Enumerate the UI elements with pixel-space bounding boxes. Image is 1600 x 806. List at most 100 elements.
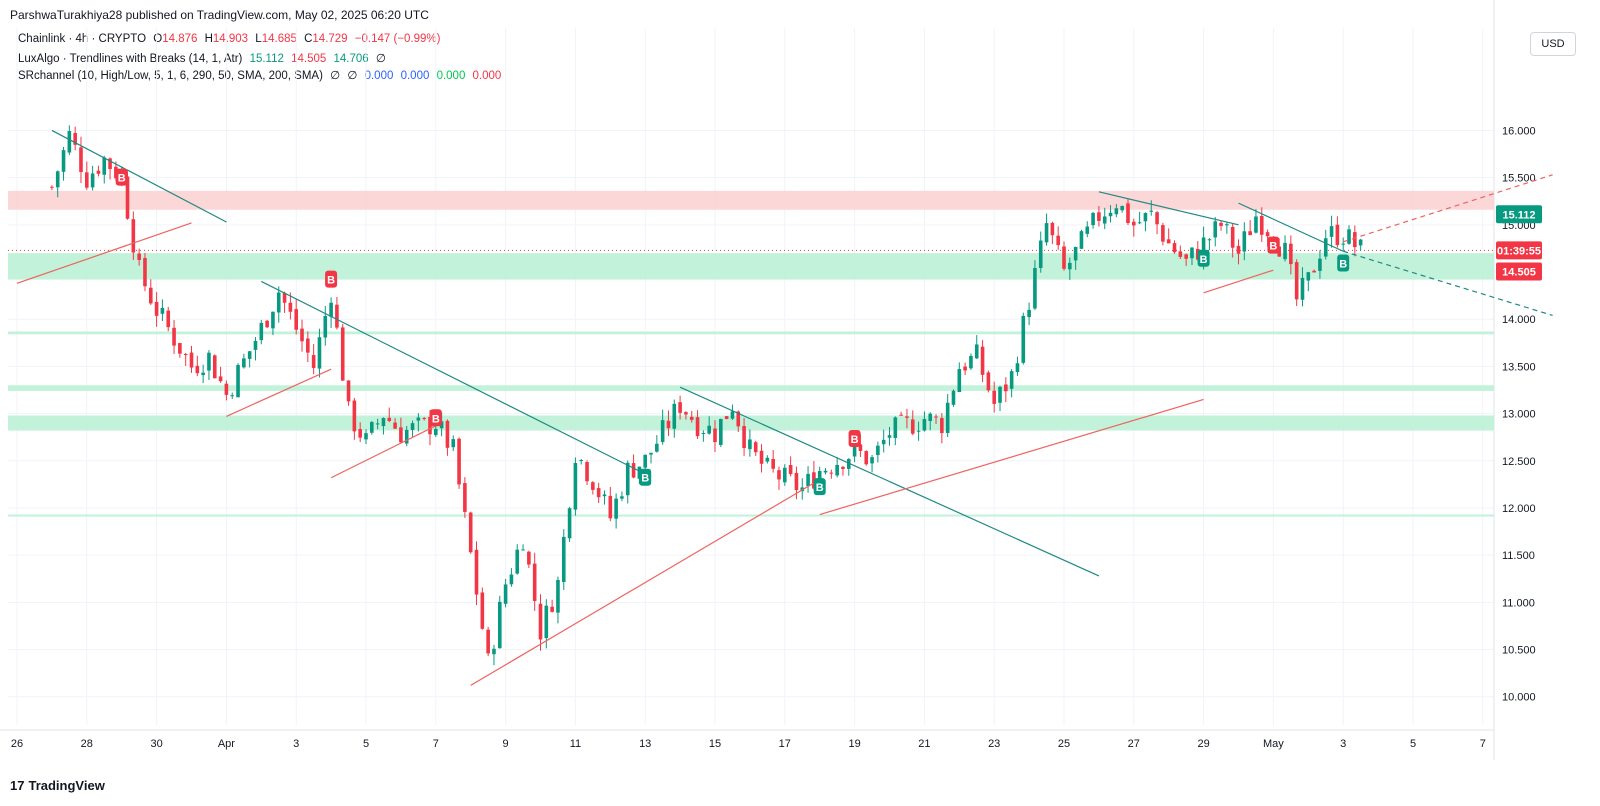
candle-body <box>783 467 787 483</box>
candle-body <box>1242 231 1247 252</box>
candle-body <box>905 416 909 418</box>
y-tick-label: 11.500 <box>1502 550 1535 562</box>
candle-body <box>276 292 281 313</box>
candle-body <box>375 423 380 425</box>
candle-body <box>672 403 677 429</box>
candle-body <box>439 421 444 429</box>
candle-body <box>387 417 392 422</box>
candle-body <box>207 352 211 371</box>
tradingview-logo[interactable]: 17 TradingView <box>10 778 105 793</box>
candle-body <box>492 648 496 655</box>
candle-body <box>521 549 525 551</box>
indicator-1-value-3: 14.706 <box>333 53 369 65</box>
candle-body <box>585 462 589 482</box>
currency-button[interactable]: USD <box>1530 32 1576 56</box>
x-tick-label: 27 <box>1128 738 1140 750</box>
candle-body <box>1289 243 1293 265</box>
candle-body <box>451 439 456 448</box>
tv-logo-icon: 17 <box>10 778 25 793</box>
candle-body <box>940 418 944 434</box>
candle-body <box>486 629 490 654</box>
candle-body <box>183 354 188 356</box>
candle-body <box>1056 235 1060 246</box>
candle-body <box>713 428 717 443</box>
x-tick-label: 29 <box>1197 738 1209 750</box>
candle-body <box>1201 237 1206 260</box>
candle-body <box>881 439 886 445</box>
indicator-2-name[interactable]: SRchannel (10, High/Low, 5, 1, 6, 290, 5… <box>18 70 323 82</box>
candle-body <box>684 412 688 415</box>
candle-body <box>858 444 863 451</box>
y-tick-label: 12.500 <box>1502 456 1536 468</box>
price-tag-upper: 15.112 <box>1502 209 1535 221</box>
indicator-2-value-3: 0.000 <box>436 70 466 82</box>
candle-body <box>67 131 72 153</box>
candle-body <box>1027 309 1031 318</box>
down-trendline <box>679 386 1100 577</box>
indicator-2-empty-2: ∅ <box>347 70 358 82</box>
candle-body <box>90 173 95 188</box>
candle-body <box>608 495 613 519</box>
support-zone <box>8 514 1494 517</box>
candle-body <box>730 411 735 419</box>
candle-body <box>61 150 66 172</box>
candle-body <box>300 328 304 342</box>
candle-body <box>317 337 322 369</box>
candle-body <box>876 445 880 456</box>
candle-body <box>329 302 333 317</box>
candle-body <box>841 466 845 469</box>
y-tick-label: 10.000 <box>1502 692 1536 704</box>
candle-body <box>637 466 642 479</box>
down-projection-trendline <box>1343 250 1553 317</box>
candle-body <box>352 400 357 432</box>
candle-body <box>399 427 403 443</box>
candle-body <box>166 310 171 328</box>
break-label-text: B <box>327 275 335 287</box>
x-tick-label: 3 <box>293 738 299 750</box>
candle-body <box>934 416 938 418</box>
up-trendline <box>330 425 437 479</box>
candle-body <box>509 574 514 585</box>
candle-body <box>591 482 595 490</box>
candle-body <box>643 454 647 468</box>
candle-body <box>1161 225 1165 242</box>
symbol-name[interactable]: Chainlink · 4h · CRYPTO <box>18 33 147 45</box>
price-tag-lower-bg <box>1496 262 1542 281</box>
x-tick-label: 26 <box>11 738 23 750</box>
candle-body <box>247 351 252 359</box>
candle-body <box>271 311 275 329</box>
candle-body <box>1283 242 1287 260</box>
price-tag-upper-bg <box>1496 205 1542 224</box>
break-label-text: B <box>1339 259 1347 271</box>
candle-body <box>957 369 962 393</box>
candle-body <box>346 380 351 402</box>
candle-body <box>236 365 240 398</box>
candle-body <box>1306 272 1311 281</box>
price-tag-lower: 14.505 <box>1502 267 1536 279</box>
support-zone <box>8 385 1494 391</box>
x-tick-label: 3 <box>1340 738 1346 750</box>
candle-body <box>527 551 531 565</box>
candle-body <box>1004 384 1008 392</box>
candle-body <box>1335 224 1340 246</box>
x-tick-label: 7 <box>1480 738 1486 750</box>
candle-body <box>719 418 723 445</box>
candle-body <box>1091 212 1095 226</box>
candle-body <box>1184 254 1188 259</box>
indicator-2-value-4: 0.000 <box>472 70 502 82</box>
candle-body <box>1009 371 1014 389</box>
candle-body <box>660 420 665 443</box>
candle-body <box>1033 267 1037 309</box>
candle-body <box>1120 205 1124 211</box>
candle-body <box>567 508 572 539</box>
candle-body <box>870 457 874 464</box>
candle-body <box>893 417 898 438</box>
indicator-1-name[interactable]: LuxAlgo · Trendlines with Breaks (14, 1,… <box>18 53 243 65</box>
candle-body <box>131 219 136 253</box>
break-label-text: B <box>641 473 649 485</box>
break-label-text: B <box>1200 254 1208 266</box>
down-trendline <box>1238 202 1344 252</box>
x-tick-label: 17 <box>779 738 791 750</box>
x-tick-label: 23 <box>988 738 1000 750</box>
